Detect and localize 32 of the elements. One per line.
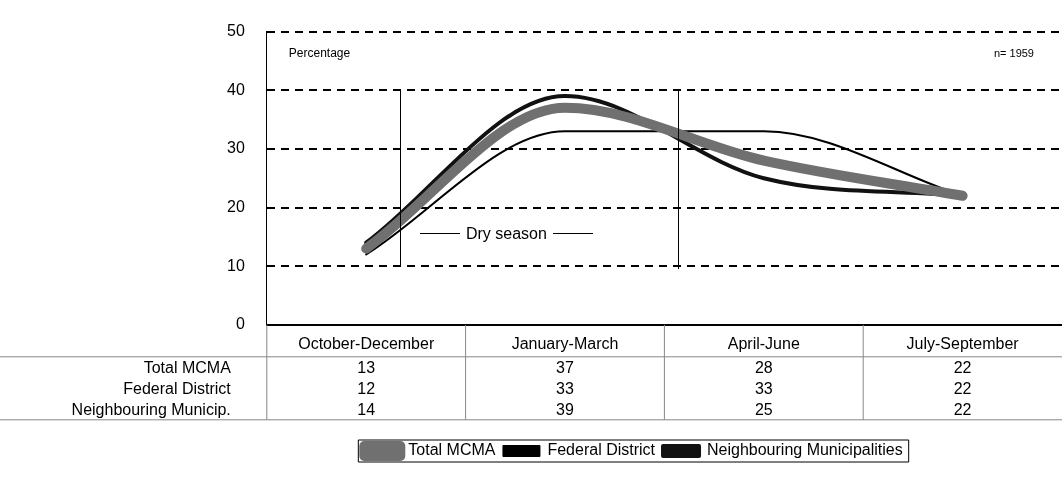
season-bracket: Dry season — [400, 90, 680, 270]
y-tick-label: 20 — [227, 197, 245, 215]
annotation: n= 1959 — [993, 46, 1034, 59]
data-label: 13 — [357, 358, 376, 376]
data-label: 22 — [953, 379, 972, 397]
data-label: 33 — [754, 379, 773, 397]
data-label: 39 — [556, 400, 574, 418]
text: Neighbouring Municip. — [71, 400, 231, 418]
data-label: 22 — [953, 358, 972, 376]
legend-label: Total MCMA — [408, 441, 496, 459]
x-tick-label: April-June — [727, 334, 800, 352]
data-label: 25 — [754, 400, 773, 418]
y-tick-label: 10 — [227, 256, 245, 274]
data-label: 22 — [953, 400, 972, 418]
y-tick-label: 0 — [235, 315, 245, 333]
y-tick-label: 50 — [227, 22, 245, 40]
data-label: 12 — [357, 379, 376, 397]
legend-label: Neighbouring Municipalities — [707, 441, 903, 459]
y-axis-title: Percentage — [288, 45, 351, 60]
annotation: Dry season — [465, 224, 547, 243]
legend-label: Federal District — [547, 441, 656, 459]
y-tick-label: 40 — [227, 80, 245, 98]
x-tick-label: January-March — [511, 334, 619, 352]
data-label: 14 — [357, 400, 376, 418]
x-tick-label: July-September — [906, 334, 1020, 352]
x-tick-label: October-December — [298, 334, 435, 352]
y-tick-label: 30 — [227, 139, 245, 157]
data-label: 33 — [556, 379, 574, 397]
data-label: 37 — [556, 358, 574, 376]
text: Total MCMA — [143, 358, 232, 376]
text: Federal District — [123, 379, 232, 397]
data-label: 28 — [754, 358, 773, 376]
